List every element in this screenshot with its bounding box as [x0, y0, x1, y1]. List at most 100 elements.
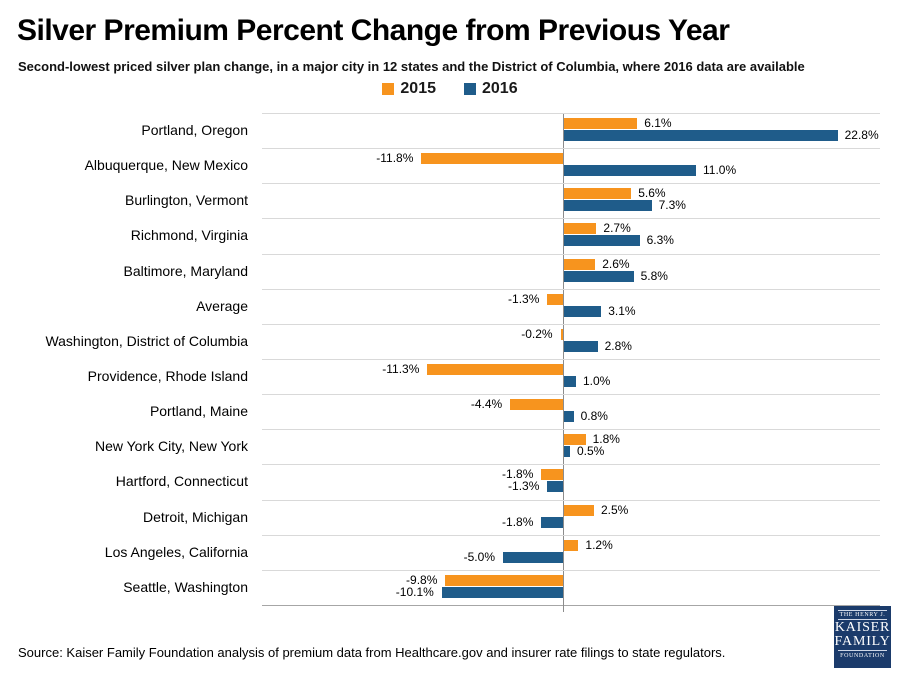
gridline [262, 464, 880, 466]
value-label: 7.3% [658, 198, 686, 213]
bar-2016 [547, 481, 563, 493]
bar-2015 [564, 118, 638, 129]
category-label: Hartford, Connecticut [115, 473, 248, 490]
value-label: -1.8% [502, 467, 534, 482]
legend-item-2016: 2016 [464, 80, 518, 98]
category-label: Albuquerque, New Mexico [84, 157, 248, 174]
bar-2015 [564, 539, 579, 551]
category-label: Seattle, Washington [123, 578, 248, 595]
value-label: 6.3% [646, 233, 674, 248]
value-label: -0.2% [521, 326, 553, 341]
value-label: 6.1% [644, 116, 672, 130]
kff-logo-line-4: FOUNDATION [838, 650, 887, 659]
kff-logo: THE HENRY J. KAISER FAMILY FOUNDATION [834, 606, 891, 668]
value-label: -9.8% [406, 572, 438, 587]
bar-2016 [564, 130, 838, 141]
value-label: 22.8% [844, 128, 879, 142]
value-label: -11.8% [376, 151, 414, 166]
value-label: -5.0% [463, 549, 495, 564]
value-label: 2.8% [604, 338, 632, 353]
gridline [262, 113, 880, 114]
kff-logo-line-3: FAMILY [834, 634, 891, 649]
bar-2016 [564, 235, 640, 247]
value-label: -1.3% [508, 291, 540, 306]
bar-2016 [564, 165, 696, 177]
bar-2015 [564, 504, 594, 516]
value-label: -1.3% [508, 479, 540, 494]
value-label: -11.3% [382, 362, 420, 376]
value-label: 2.7% [603, 221, 631, 236]
gridline [262, 534, 880, 536]
bar-2015 [427, 364, 563, 375]
gridline [262, 429, 880, 431]
category-label: Portland, Maine [149, 403, 248, 420]
bar-2016 [564, 446, 570, 458]
value-label: 0.8% [580, 409, 608, 424]
legend-label-2015: 2015 [400, 80, 436, 97]
bar-2016 [564, 411, 574, 423]
zero-axis-line [563, 113, 564, 612]
bar-chart: Portland, Oregon Albuquerque, New Mexico B… [0, 113, 900, 612]
chart-title: Silver Premium Percent Change from Previ… [17, 14, 730, 47]
bar-2016 [503, 551, 563, 563]
value-label: -1.8% [502, 514, 534, 529]
bar-2016 [564, 340, 598, 352]
value-label: 3.1% [608, 303, 636, 318]
kff-logo-line-2: KAISER [834, 620, 891, 635]
legend-item-2015: 2015 [382, 80, 436, 98]
gridline [262, 253, 880, 255]
gridline [262, 288, 880, 290]
bar-2016 [564, 305, 602, 317]
bar-2015 [541, 469, 563, 481]
bar-2016 [564, 376, 576, 387]
value-label: 2.6% [602, 256, 630, 271]
category-labels: Portland, Oregon Albuquerque, New Mexico B… [0, 113, 262, 605]
bar-2015 [560, 328, 563, 340]
category-label: Portland, Oregon [141, 122, 248, 138]
bar-2016 [441, 586, 563, 598]
category-label: Los Angeles, California [104, 543, 248, 560]
gridline [262, 323, 880, 325]
category-label: Providence, Rhode Island [87, 368, 248, 384]
gridline [262, 218, 880, 220]
bar-2015 [510, 399, 563, 411]
chart-subtitle: Second-lowest priced silver plan change,… [18, 59, 805, 74]
category-label: Average [196, 297, 248, 314]
legend-label-2016: 2016 [482, 80, 518, 97]
value-label: 5.6% [638, 186, 666, 201]
plot-area: 6.1% 22.8% -11.8% 11.0% 5.6% 7.3% 2.7% 6.3% 2.6%… [262, 113, 880, 612]
gridline [262, 148, 880, 150]
gridline [262, 394, 880, 396]
value-label: 2.5% [601, 502, 629, 517]
legend-swatch-2016-icon [464, 83, 476, 95]
bar-2015 [564, 434, 586, 446]
category-label: Washington, District of Columbia [45, 332, 248, 349]
bar-2016 [564, 270, 634, 282]
bar-2015 [564, 188, 632, 200]
category-label: Detroit, Michigan [142, 508, 248, 525]
value-label: 1.2% [585, 537, 613, 552]
bar-2015 [421, 153, 563, 165]
value-label: 1.8% [592, 432, 620, 447]
category-label: New York City, New York [94, 438, 248, 455]
source-note: Source: Kaiser Family Foundation analysi… [18, 645, 726, 660]
value-label: 0.5% [577, 444, 605, 459]
category-label: Burlington, Vermont [125, 192, 248, 209]
value-label: 11.0% [703, 163, 737, 178]
bar-2015 [564, 223, 597, 235]
bar-2015 [564, 258, 596, 270]
kff-logo-line-1: THE HENRY J. [838, 610, 887, 620]
value-label: -4.4% [470, 397, 503, 412]
gridline [262, 569, 880, 571]
legend-swatch-2015-icon [382, 83, 395, 95]
legend: 2015 2016 [0, 80, 900, 98]
bar-2015 [547, 293, 563, 305]
value-label: 5.8% [640, 268, 668, 283]
gridline [262, 499, 880, 501]
gridline [262, 183, 880, 185]
bar-2015 [445, 574, 563, 586]
gridline [262, 359, 880, 360]
value-label: -10.1% [395, 584, 434, 599]
value-label: 1.0% [583, 374, 611, 388]
